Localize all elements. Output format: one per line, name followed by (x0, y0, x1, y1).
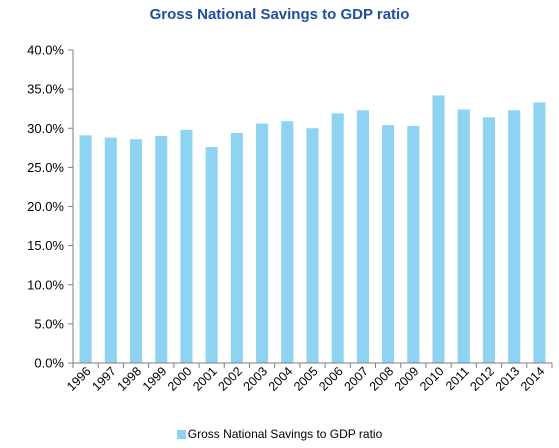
x-tick-label: 1997 (89, 364, 119, 394)
y-axis-ticks: 0.0% 5.0% 10.0% 15.0% 20.0% 25.0% 30.0% 35.0% 40… (27, 43, 73, 371)
y-tick-label: 15.0% (27, 238, 64, 253)
legend: Gross National Savings to GDP ratio (0, 427, 559, 441)
y-tick-label: 5.0% (34, 316, 64, 331)
axes (72, 50, 552, 364)
legend-label: Gross National Savings to GDP ratio (187, 427, 383, 441)
y-tick-label: 20.0% (27, 199, 64, 214)
legend-swatch (176, 430, 186, 439)
bar-2005 (306, 128, 319, 363)
x-tick-label: 2002 (215, 364, 245, 394)
x-tick-label: 2001 (190, 364, 220, 394)
bar-2010 (432, 95, 445, 363)
x-tick-label: 2005 (291, 364, 321, 394)
bar-1996 (79, 135, 92, 363)
y-tick-label: 30.0% (27, 121, 64, 136)
x-tick-label: 2003 (241, 364, 271, 394)
x-tick-label: 2010 (417, 364, 447, 394)
x-tick-label: 2013 (493, 364, 523, 394)
y-tick-label: 10.0% (27, 277, 64, 292)
bar-2007 (356, 110, 369, 363)
y-tick-label: 40.0% (27, 43, 64, 58)
bar-2000 (180, 129, 193, 363)
x-tick-label: 2012 (468, 364, 498, 394)
y-tick-label: 35.0% (27, 82, 64, 97)
x-tick-label: 2014 (518, 364, 548, 394)
bar-2013 (508, 110, 521, 363)
bar-2001 (205, 147, 218, 363)
x-tick-label: 2004 (266, 364, 296, 394)
x-tick-label: 2008 (367, 364, 397, 394)
bar-2002 (230, 132, 243, 363)
bar-2003 (256, 123, 269, 364)
bar-2006 (331, 113, 344, 363)
chart-title: Gross National Savings to GDP ratio (149, 6, 410, 23)
x-tick-label: 2000 (165, 364, 195, 394)
x-tick-label: 1996 (64, 364, 94, 394)
bar-2011 (457, 109, 470, 363)
x-tick-label: 1998 (115, 364, 145, 394)
x-tick-label: 2011 (443, 364, 472, 393)
bar-1998 (129, 139, 143, 363)
bar-1997 (104, 137, 117, 363)
x-axis-ticks: 1996199719981999200020012002200320042005… (64, 363, 553, 394)
bar-2008 (382, 125, 395, 364)
bar-1999 (155, 136, 168, 363)
bar-2009 (407, 125, 420, 363)
x-tick-label: 1999 (140, 364, 170, 394)
y-tick-label: 0.0% (34, 356, 64, 371)
bar-2004 (281, 121, 294, 364)
bar-2014 (533, 102, 546, 364)
bar-2012 (482, 117, 496, 363)
x-tick-label: 2009 (392, 364, 422, 394)
y-tick-label: 25.0% (27, 160, 64, 175)
bars (79, 95, 546, 364)
x-tick-label: 2007 (341, 364, 371, 394)
x-tick-label: 2006 (316, 364, 346, 394)
